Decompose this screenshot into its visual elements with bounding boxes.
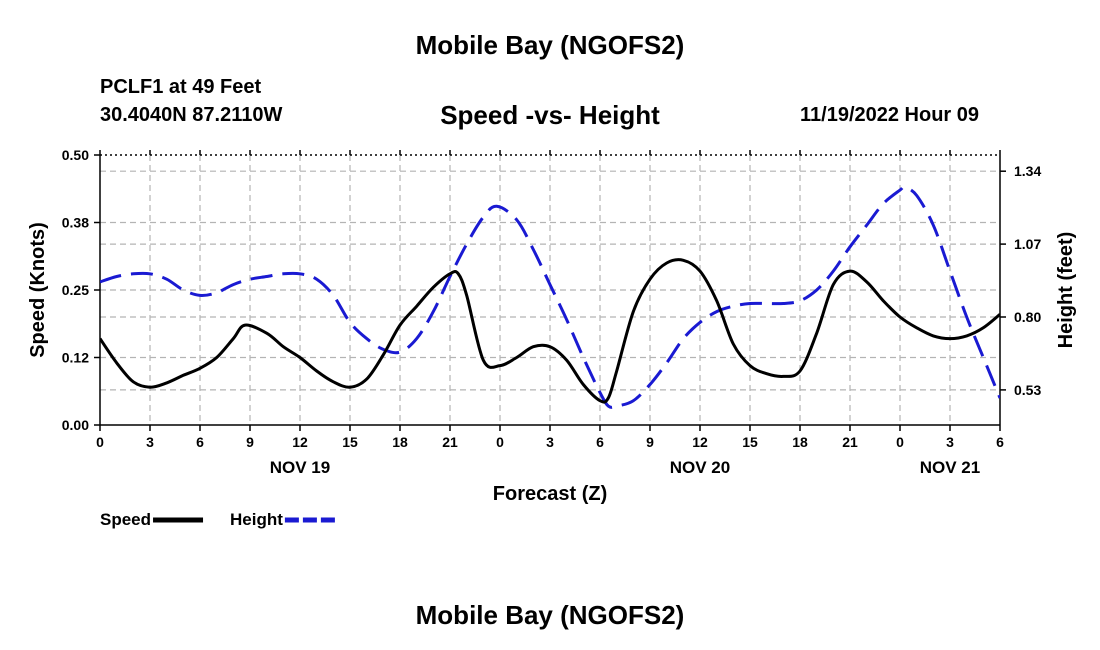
x-tick-label: 18 [792, 434, 808, 450]
x-axis-title: Forecast (Z) [493, 483, 607, 505]
y-tick-label: 0.25 [62, 282, 89, 298]
x-tick-label: 3 [146, 434, 154, 450]
x-tick-label: 9 [646, 434, 654, 450]
main-title: Mobile Bay (NGOFS2) [415, 30, 685, 60]
x-tick-label: 0 [96, 434, 104, 450]
x-tick-label: 6 [196, 434, 204, 450]
station-coordinates: 30.4040N 87.2110W [100, 104, 283, 126]
y-tick-label: 0.38 [62, 215, 89, 231]
x-tick-label: 15 [342, 434, 358, 450]
y-tick-label: 0.50 [62, 147, 89, 163]
y2-tick-label: 0.53 [1014, 382, 1041, 398]
x-tick-label: 21 [442, 434, 458, 450]
x-tick-label: 6 [596, 434, 604, 450]
speed-height-chart: 0 3 6 9 12 15 18 21 0 3 6 9 12 15 18 21 0 3 6 0.00 0.12 0.25 0… [27, 147, 1077, 529]
y-tick-label: 0.12 [62, 350, 89, 366]
x-tick-label: 0 [496, 434, 504, 450]
y-tick-label: 0.00 [62, 417, 89, 433]
x-tick-label: 3 [946, 434, 954, 450]
date-label: NOV 19 [270, 458, 330, 477]
station-label: PCLF1 at 49 Feet [100, 76, 262, 98]
bottom-title: Mobile Bay (NGOFS2) [415, 600, 685, 630]
y-axis-title: Speed (Knots) [27, 222, 49, 358]
legend-label-height: Height [230, 510, 283, 529]
x-tick-label: 21 [842, 434, 858, 450]
forecast-datetime: 11/19/2022 Hour 09 [800, 104, 980, 126]
date-label: NOV 20 [670, 458, 730, 477]
date-label: NOV 21 [920, 458, 980, 477]
x-tick-label: 18 [392, 434, 408, 450]
x-tick-label: 12 [692, 434, 708, 450]
x-tick-label: 15 [742, 434, 758, 450]
x-tick-label: 0 [896, 434, 904, 450]
y2-tick-label: 0.80 [1014, 309, 1041, 325]
x-tick-label: 9 [246, 434, 254, 450]
x-tick-label: 3 [546, 434, 554, 450]
x-tick-label: 6 [996, 434, 1004, 450]
y2-tick-label: 1.07 [1014, 236, 1041, 252]
series-line-height [100, 185, 1000, 409]
y2-tick-label: 1.34 [1014, 163, 1041, 179]
x-tick-label: 12 [292, 434, 308, 450]
y2-axis-title: Height (feet) [1055, 232, 1077, 349]
legend-label-speed: Speed [100, 510, 151, 529]
chart-subtitle: Speed -vs- Height [440, 100, 660, 130]
series-line-speed [100, 258, 1000, 404]
